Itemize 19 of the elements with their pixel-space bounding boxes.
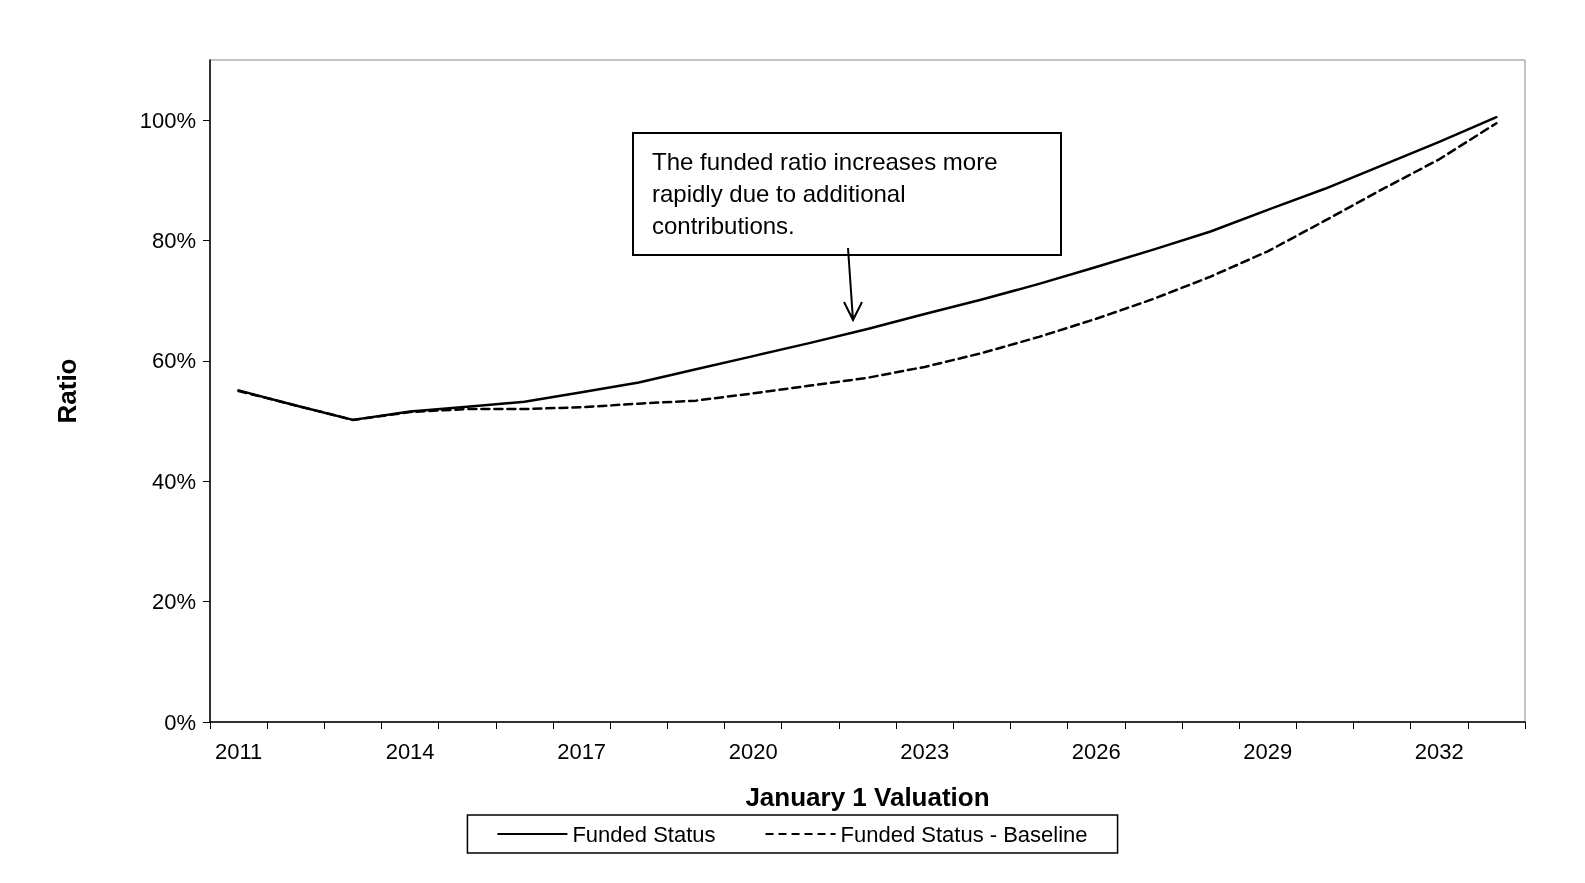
x-tick-label: 2023 (900, 738, 950, 764)
x-tick-label: 2029 (1243, 738, 1293, 764)
y-axis-title: Ratio (52, 358, 82, 424)
x-tick-label: 2011 (214, 738, 263, 764)
callout-box: The funded ratio increases more rapidly due to additional contributions. (632, 132, 1062, 256)
y-tick-label: 100% (139, 107, 196, 133)
x-tick-label: 2020 (728, 738, 778, 764)
x-tick-label: 2026 (1071, 738, 1121, 764)
x-tick-label: 2017 (557, 738, 607, 764)
y-tick-label: 80% (151, 228, 196, 254)
legend-label: Funded Status - Baseline (840, 821, 1088, 847)
y-tick-label: 60% (151, 348, 196, 374)
y-tick-label: 20% (151, 589, 196, 615)
x-axis-title: January 1 Valuation (745, 782, 990, 812)
x-tick-label: 2014 (385, 738, 435, 764)
y-tick-label: 0% (164, 709, 196, 735)
y-tick-label: 40% (151, 468, 196, 494)
x-tick-label: 2032 (1414, 738, 1464, 764)
legend-label: Funded Status (572, 821, 716, 847)
